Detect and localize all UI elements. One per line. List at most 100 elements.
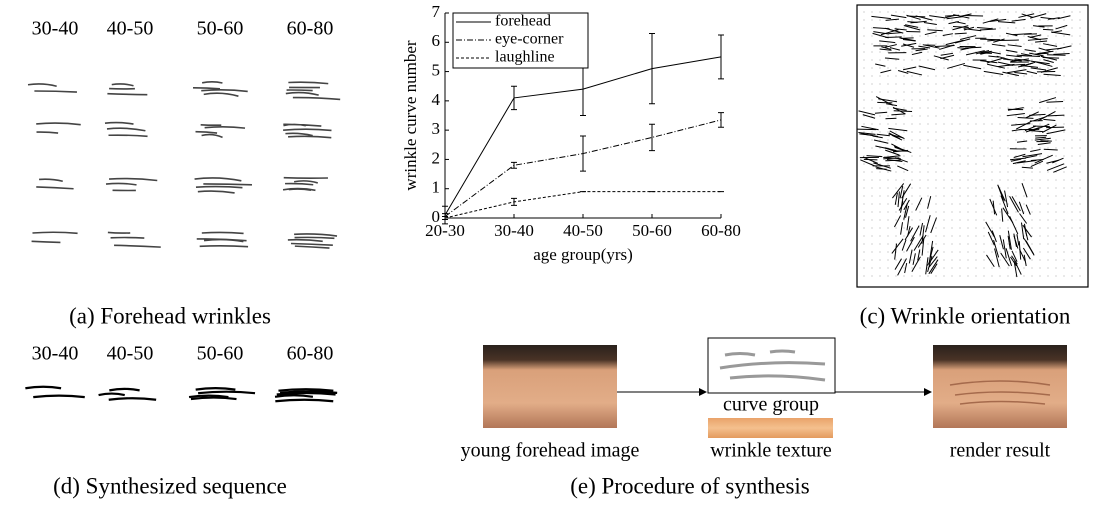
wrinkle	[106, 179, 157, 191]
grid-dot	[1080, 100, 1081, 101]
grid-dot	[872, 172, 873, 173]
grid-dot	[1040, 92, 1041, 93]
grid-dot	[1056, 236, 1057, 237]
face-image	[483, 345, 617, 428]
wrinkle	[99, 389, 157, 400]
grid-dot	[1048, 188, 1049, 189]
grid-dot	[976, 124, 977, 125]
grid-dot	[1032, 164, 1033, 165]
grid-dot	[1080, 36, 1081, 37]
grid-dot	[1016, 188, 1017, 189]
grid-dot	[1040, 196, 1041, 197]
grid-dot	[1032, 172, 1033, 173]
grid-dot	[992, 124, 993, 125]
wrinkle	[32, 232, 78, 242]
grid-dot	[864, 100, 865, 101]
grid-dot	[1064, 156, 1065, 157]
grid-dot	[920, 220, 921, 221]
grid-dot	[920, 148, 921, 149]
grid-dot	[1056, 276, 1057, 277]
grid-dot	[912, 60, 913, 61]
grid-dot	[1064, 44, 1065, 45]
grid-dot	[992, 100, 993, 101]
grid-dot	[904, 252, 905, 253]
grid-dot	[944, 252, 945, 253]
grid-dot	[1064, 100, 1065, 101]
grid-dot	[1080, 252, 1081, 253]
grid-dot	[920, 140, 921, 141]
orientation	[1010, 216, 1018, 234]
grid-dot	[1064, 244, 1065, 245]
grid-dot	[920, 44, 921, 45]
grid-dot	[1080, 76, 1081, 77]
grid-dot	[960, 52, 961, 53]
grid-dot	[1040, 172, 1041, 173]
orientation	[909, 250, 912, 264]
grid-dot	[1080, 204, 1081, 205]
orientation	[898, 191, 899, 207]
grid-dot	[1024, 244, 1025, 245]
grid-dot	[968, 212, 969, 213]
grid-dot	[1072, 148, 1073, 149]
grid-dot	[904, 276, 905, 277]
grid-dot	[984, 140, 985, 141]
grid-dot	[1048, 36, 1049, 37]
grid-dot	[944, 204, 945, 205]
grid-dot	[984, 100, 985, 101]
grid-dot	[1056, 84, 1057, 85]
grid-dot	[1032, 236, 1033, 237]
orientation	[877, 134, 890, 135]
grid-dot	[1040, 124, 1041, 125]
grid-dot	[880, 276, 881, 277]
grid-dot	[968, 68, 969, 69]
grid-dot	[1000, 92, 1001, 93]
grid-dot	[1056, 180, 1057, 181]
grid-dot	[880, 108, 881, 109]
grid-dot	[1008, 156, 1009, 157]
grid-dot	[1080, 116, 1081, 117]
grid-dot	[896, 164, 897, 165]
grid-dot	[936, 268, 937, 269]
grid-dot	[992, 172, 993, 173]
grid-dot	[1064, 148, 1065, 149]
grid-dot	[936, 172, 937, 173]
grid-dot	[1040, 12, 1041, 13]
grid-dot	[952, 132, 953, 133]
grid-dot	[944, 164, 945, 165]
grid-dot	[960, 100, 961, 101]
grid-dot	[904, 68, 905, 69]
grid-dot	[992, 36, 993, 37]
grid-dot	[1072, 164, 1073, 165]
orientation	[992, 44, 1005, 46]
grid-dot	[896, 236, 897, 237]
grid-dot	[872, 244, 873, 245]
grid-dot	[1008, 196, 1009, 197]
grid-dot	[984, 204, 985, 205]
orientation	[1051, 32, 1070, 35]
grid-dot	[944, 236, 945, 237]
grid-dot	[1072, 116, 1073, 117]
wrinkle	[107, 84, 147, 95]
grid-dot	[912, 140, 913, 141]
grid-dot	[1032, 180, 1033, 181]
grid-dot	[872, 228, 873, 229]
grid-dot	[1040, 68, 1041, 69]
x-tick-label: 30-40	[494, 221, 534, 240]
grid-dot	[936, 156, 937, 157]
orientation	[1020, 214, 1027, 224]
grid-dot	[912, 196, 913, 197]
grid-dot	[1064, 60, 1065, 61]
grid-dot	[1056, 204, 1057, 205]
grid-dot	[952, 76, 953, 77]
grid-dot	[944, 84, 945, 85]
grid-dot	[880, 76, 881, 77]
grid-dot	[928, 76, 929, 77]
grid-dot	[960, 268, 961, 269]
grid-dot	[896, 212, 897, 213]
grid-dot	[984, 220, 985, 221]
grid-dot	[1008, 100, 1009, 101]
grid-dot	[928, 244, 929, 245]
grid-dot	[888, 228, 889, 229]
grid-dot	[904, 188, 905, 189]
grid-dot	[1040, 212, 1041, 213]
